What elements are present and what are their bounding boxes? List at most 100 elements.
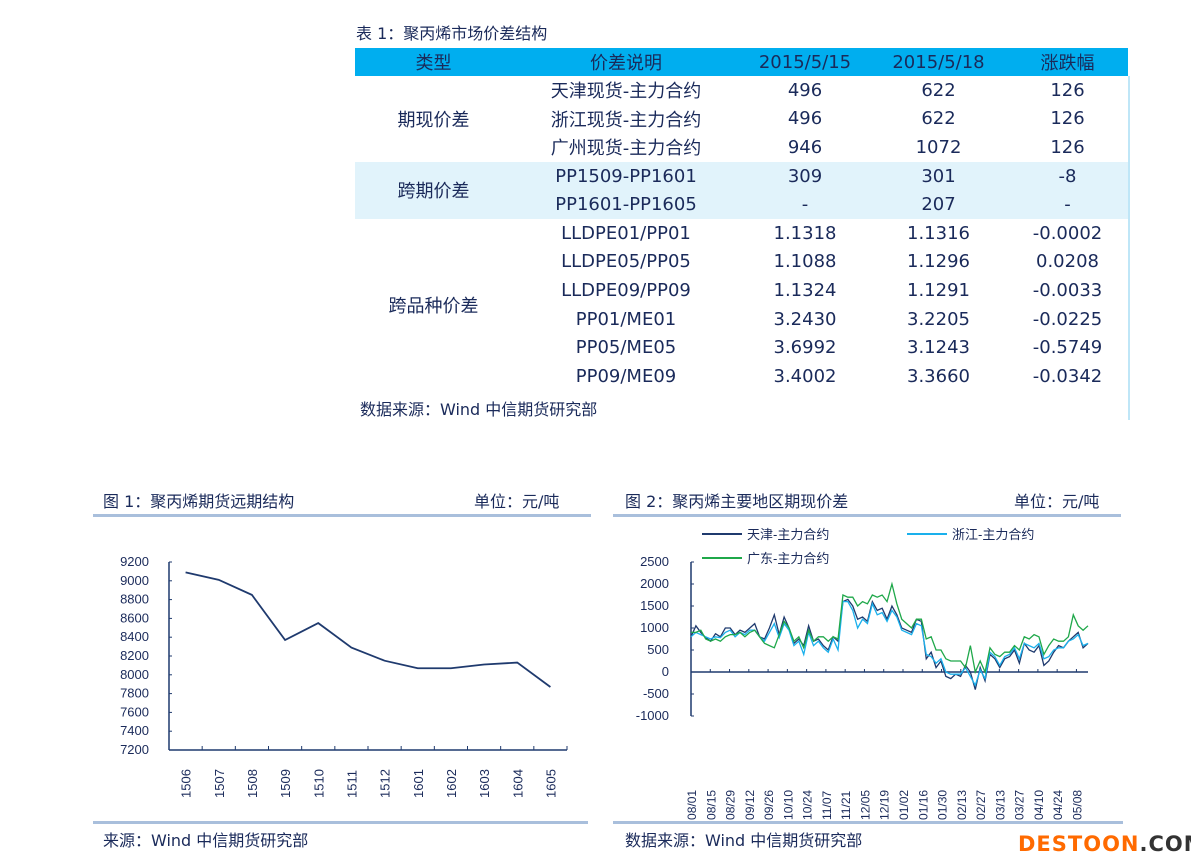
table-cell: 广州现货-主力合约	[550, 138, 702, 160]
x-tick-label: 1604	[510, 769, 525, 798]
table-cell: 301	[870, 161, 1007, 191]
table-row: LLDPE09/PP09 1.1324 1.1291 -0.0033	[355, 276, 1128, 305]
spread-type: 期现价差	[397, 109, 470, 131]
table-cell: PP01/ME01	[575, 308, 677, 330]
table-cell: 1.1291	[907, 279, 970, 301]
table-caption: 表 1：聚丙烯市场价差结构	[356, 24, 548, 43]
x-tick-label: 2014/10/10	[781, 790, 795, 820]
x-tick-label: 1512	[378, 769, 393, 798]
y-tick-label: 7400	[120, 723, 149, 738]
table-cell: -	[740, 190, 870, 219]
table-cell: -8	[1007, 161, 1128, 191]
x-tick-label: 2014/11/21	[839, 791, 853, 820]
series-line-0	[690, 598, 1089, 690]
column-header: 类型	[355, 48, 512, 76]
table-cell: 622	[921, 79, 956, 101]
x-tick-label: 1605	[543, 769, 558, 798]
chart2-title: 图 2：聚丙烯主要地区期现价差	[625, 492, 849, 511]
table-cell: 浙江现货-主力合约	[550, 109, 702, 131]
x-tick-label: 2015/04/24	[1051, 790, 1065, 820]
x-tick-label: 2015/01/02	[897, 790, 911, 820]
series-line-2	[691, 581, 1089, 675]
y-tick-label: 7800	[120, 686, 149, 701]
table-right-border	[1128, 76, 1130, 420]
x-tick-label: 2015/03/27	[1013, 790, 1027, 820]
spread-type: 跨期价差	[355, 161, 512, 219]
y-tick-label: -1000	[636, 708, 669, 723]
table-row: 跨品种价差 LLDPE01/PP01 1.1318 1.1316 -0.0002	[355, 219, 1128, 317]
table-cell: -0.0033	[1032, 279, 1103, 301]
series-line-forward-curve	[185, 571, 551, 688]
x-tick-label: 1603	[477, 769, 492, 798]
y-tick-label: 2500	[640, 554, 669, 569]
table-cell: 946	[787, 136, 823, 158]
table-cell: LLDPE05/PP05	[561, 251, 691, 273]
table-cell: 496	[787, 79, 823, 101]
table-cell: 126	[1050, 108, 1085, 130]
table-cell: 1.1318	[773, 222, 837, 244]
table-cell: 207	[870, 190, 1007, 219]
chart1-title: 图 1：聚丙烯期货远期结构	[103, 492, 295, 511]
y-tick-label: 7200	[120, 742, 149, 757]
table-cell: 3.1243	[907, 337, 970, 359]
table-cell: 622	[921, 108, 956, 130]
spread-type: 跨品种价差	[388, 295, 479, 317]
y-tick-label: 9000	[120, 573, 149, 588]
table-cell: LLDPE09/PP09	[561, 279, 691, 301]
x-tick-label: 2015/01/30	[936, 790, 950, 820]
spread-table: 类型 价差说明 2015/5/15 2015/5/18 涨跌幅 期现价差 天津现货-主力合…	[355, 48, 1128, 391]
table-row: PP1601-PP1605-207-	[355, 190, 1128, 219]
table-cell: 3.3660	[907, 365, 970, 387]
y-tick-label: 7600	[120, 704, 149, 719]
table-cell: 1.1088	[773, 251, 837, 273]
table-cell: LLDPE01/PP01	[561, 222, 691, 244]
column-header: 涨跌幅	[1007, 48, 1128, 76]
table-cell: -	[1007, 190, 1128, 219]
y-tick-label: 8600	[120, 610, 149, 625]
table-source: 数据来源：Wind 中信期货研究部	[360, 400, 598, 419]
table-row: 跨期价差 PP1509-PP1601 309 301 -8	[355, 161, 1128, 219]
x-tick-label: 2014/08/01	[685, 790, 699, 820]
x-tick-label: 2015/03/13	[993, 790, 1007, 820]
column-header: 2015/5/18	[870, 48, 1007, 76]
table-header-row: 类型 价差说明 2015/5/15 2015/5/18 涨跌幅	[355, 48, 1128, 76]
chart2-unit: 单位：元/吨	[1014, 492, 1100, 511]
table-cell: 496	[787, 108, 823, 130]
table-row: PP05/ME05 3.6992 3.1243 -0.5749	[355, 333, 1128, 362]
x-tick-label: 2015/01/16	[916, 790, 930, 820]
x-tick-label: 1511	[344, 770, 359, 798]
table-cell: -0.5749	[1032, 337, 1103, 359]
y-tick-label: 8200	[120, 648, 149, 663]
table-cell: -0.0225	[1032, 308, 1103, 330]
chart1-plot: 9200 9000 8800 8600 8400 8200 8000 7800 7600 7400…	[120, 554, 568, 798]
table-cell: 1072	[915, 136, 962, 158]
y-tick-label: 9200	[120, 554, 149, 569]
y-tick-label: 2000	[640, 576, 669, 591]
x-tick-label: 2014/09/26	[762, 790, 776, 820]
table-cell: 1.1324	[773, 279, 837, 301]
x-tick-label: 2015/02/13	[955, 790, 969, 820]
y-tick-label: 1000	[640, 620, 669, 635]
table-cell: PP1509-PP1601	[512, 161, 740, 191]
table-row: 浙江现货-主力合约 496 622 126	[355, 105, 1128, 134]
table-cell: 126	[1050, 79, 1085, 101]
legend-label: 天津-主力合约	[747, 527, 829, 542]
watermark-brand: DESTOON	[1018, 832, 1140, 856]
table-cell: -0.0342	[1032, 365, 1103, 387]
x-tick-label: 1601	[411, 769, 426, 798]
chart2-top-rule	[613, 514, 1121, 517]
x-tick-label: 2015/04/10	[1032, 790, 1046, 820]
y-tick-label: 500	[647, 642, 669, 657]
table-cell: 309	[740, 161, 870, 191]
chart2-source: 数据来源：Wind 中信期货研究部	[625, 831, 863, 850]
x-tick-label: 2014/10/24	[801, 790, 815, 820]
legend-label: 广东-主力合约	[747, 551, 829, 566]
table-row: LLDPE05/PP05 1.1088 1.1296 0.0208	[355, 248, 1128, 277]
column-header: 2015/5/15	[740, 48, 870, 76]
chart1-unit: 单位：元/吨	[474, 492, 560, 511]
table-cell: 1.1316	[907, 222, 970, 244]
x-tick-label: 1507	[212, 769, 227, 798]
y-tick-label: -500	[643, 686, 669, 701]
table-row: PP01/ME01 3.2430 3.2205 -0.0225	[355, 305, 1128, 334]
